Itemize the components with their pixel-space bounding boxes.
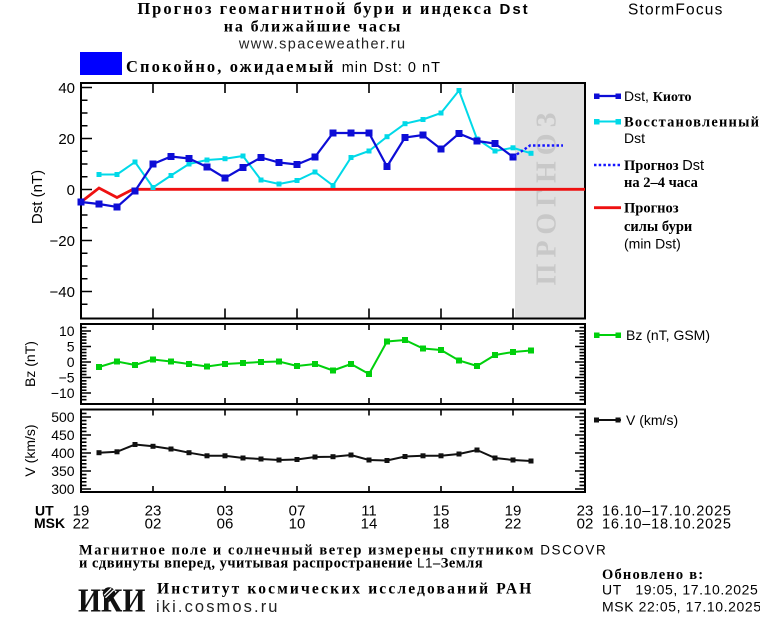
svg-text:Магнитное поле и солнечный вет: Магнитное поле и солнечный ветер измерен… <box>79 543 607 559</box>
svg-text:14: 14 <box>361 516 378 533</box>
svg-text:Спокойно, ожидаемый min Dst: 0: Спокойно, ожидаемый min Dst: 0 nT <box>126 57 441 76</box>
svg-text:11: 11 <box>361 503 377 520</box>
svg-text:iki.cosmos.ru: iki.cosmos.ru <box>156 598 280 616</box>
svg-text:Прогноз: Прогноз <box>624 201 679 217</box>
svg-text:19: 19 <box>505 503 522 520</box>
svg-text:MSK 22:05, 17.10.2025: MSK 22:05, 17.10.2025 <box>602 599 760 615</box>
svg-text:500: 500 <box>51 409 75 425</box>
svg-text:на 2–4 часа: на 2–4 часа <box>624 175 699 191</box>
svg-text:19: 19 <box>73 503 90 520</box>
svg-text:0: 0 <box>67 182 75 199</box>
svg-text:23: 23 <box>577 503 594 520</box>
svg-text:10: 10 <box>289 516 306 533</box>
svg-text:Обновлено в:: Обновлено в: <box>602 567 704 583</box>
svg-text:и сдвинуты вперед, учитывая ра: и сдвинуты вперед, учитывая распростране… <box>79 556 483 572</box>
svg-text:Прогноз геомагнитной бури и ин: Прогноз геомагнитной бури и индекса Dst <box>137 0 529 18</box>
svg-text:на ближайшие часы: на ближайшие часы <box>224 19 403 36</box>
svg-text:02: 02 <box>577 516 594 533</box>
svg-text:Bz (nT): Bz (nT) <box>22 341 38 387</box>
svg-text:UT 19:05, 17.10.2025: UT 19:05, 17.10.2025 <box>602 582 758 598</box>
svg-text:Восстановленный: Восстановленный <box>624 115 760 131</box>
svg-text:23: 23 <box>145 503 162 520</box>
svg-text:07: 07 <box>289 503 306 520</box>
svg-text:Bz (nT, GSM): Bz (nT, GSM) <box>626 327 710 343</box>
svg-text:−5: −5 <box>59 370 75 386</box>
svg-text:15: 15 <box>433 503 450 520</box>
svg-text:300: 300 <box>51 481 75 497</box>
svg-text:Dst, Киото: Dst, Киото <box>624 88 692 105</box>
svg-text:MSK: MSK <box>34 515 65 531</box>
svg-text:20: 20 <box>58 131 75 148</box>
svg-text:−10: −10 <box>51 385 75 401</box>
svg-text:Институт космических исследова: Институт космических исследований РАН <box>157 581 533 598</box>
svg-text:22: 22 <box>73 516 90 533</box>
svg-text:02: 02 <box>145 516 162 533</box>
svg-text:V (km/s): V (km/s) <box>626 412 678 428</box>
svg-text:силы бури: силы бури <box>624 219 692 235</box>
svg-text:UT: UT <box>35 503 54 519</box>
svg-text:(min Dst): (min Dst) <box>624 236 681 252</box>
svg-text:Dst: Dst <box>624 130 645 146</box>
svg-text:06: 06 <box>217 516 234 533</box>
svg-text:16.10–17.10.2025: 16.10–17.10.2025 <box>602 504 732 520</box>
svg-text:−40: −40 <box>50 284 75 301</box>
svg-text:400: 400 <box>51 445 75 461</box>
svg-text:StormFocus: StormFocus <box>628 2 724 19</box>
svg-text:Dst (nT): Dst (nT) <box>29 170 46 224</box>
svg-text:V (km/s): V (km/s) <box>22 424 38 476</box>
svg-text:22: 22 <box>505 516 522 533</box>
svg-text:−20: −20 <box>50 233 75 250</box>
svg-text:03: 03 <box>217 503 234 520</box>
svg-text:40: 40 <box>58 80 75 97</box>
svg-text:www.spaceweather.ru: www.spaceweather.ru <box>238 37 407 53</box>
svg-text:18: 18 <box>433 516 450 533</box>
svg-text:16.10–18.10.2025: 16.10–18.10.2025 <box>602 517 732 533</box>
svg-text:Прогноз Dst: Прогноз Dst <box>624 158 704 174</box>
svg-text:10: 10 <box>59 323 75 339</box>
svg-text:ИКИ: ИКИ <box>78 582 146 619</box>
svg-text:ПРОГНОЗ: ПРОГНОЗ <box>531 107 562 286</box>
svg-text:0: 0 <box>67 354 75 370</box>
svg-text:350: 350 <box>51 463 75 479</box>
svg-text:450: 450 <box>51 427 75 443</box>
svg-text:5: 5 <box>67 339 75 355</box>
